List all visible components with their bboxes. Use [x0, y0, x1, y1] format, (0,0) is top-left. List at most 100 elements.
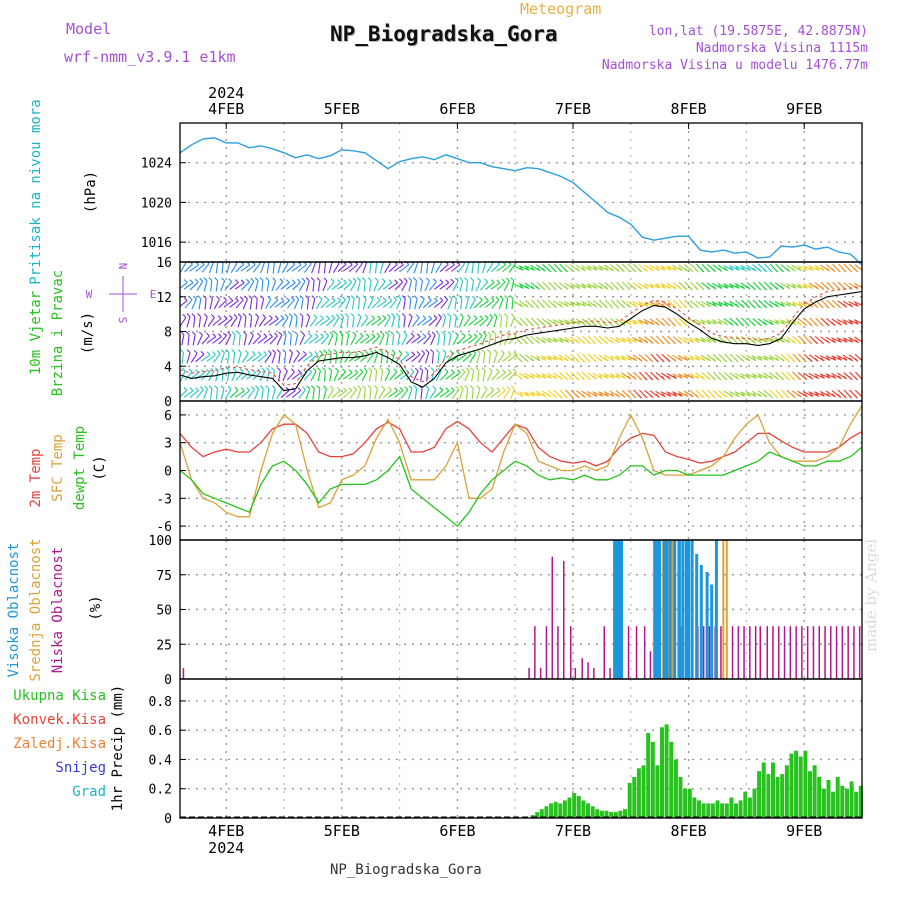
cloud-bar-low_cloud: [853, 626, 855, 679]
wind-barb: [394, 281, 404, 291]
wind-barb-flag: [458, 295, 463, 299]
cloud-ylabel: (%): [88, 595, 104, 620]
pressure-ytick-label: 1024: [141, 157, 172, 172]
wind-barb: [779, 301, 791, 307]
wind-barb-flag: [559, 375, 563, 380]
wind-barb: [437, 334, 441, 346]
wind-barb: [209, 298, 213, 310]
cloud-bar-low_cloud: [551, 556, 553, 679]
wind-barb-flag: [638, 357, 643, 362]
wind-barb: [223, 317, 233, 327]
wind-barb-flag: [717, 376, 722, 381]
wind-barb-flag: [306, 313, 311, 318]
wind-barb-flag: [774, 268, 779, 273]
wind-barb-flag: [393, 368, 398, 373]
wind-barb-flag: [390, 331, 394, 335]
precip-bar: [812, 765, 817, 818]
wind-barb-flag: [843, 375, 847, 380]
precip-bar: [604, 810, 609, 818]
wind-barb: [482, 352, 486, 364]
wind-barb-flag: [531, 375, 535, 379]
wind-barb: [282, 370, 288, 382]
wind-barb: [465, 298, 469, 310]
wind-barb-flag: [288, 313, 293, 318]
wind-barb: [201, 263, 210, 273]
wind-barb: [831, 337, 842, 343]
wind-barb-flag: [860, 267, 862, 271]
wind-barb-flag: [434, 297, 438, 302]
wind-barb-flag: [318, 295, 323, 300]
wind-barb: [848, 301, 859, 307]
wind-barb-flag: [587, 321, 592, 326]
wind-barb: [316, 298, 323, 310]
wind-barb: [303, 354, 313, 362]
wind-barb-flag: [746, 340, 750, 345]
wind-barb-flag: [470, 367, 475, 371]
wind-barb: [751, 373, 763, 379]
wind-barb: [797, 265, 808, 271]
wind-barb: [762, 337, 774, 343]
wind-barb-flag: [191, 331, 196, 335]
wind-barb: [286, 299, 295, 309]
wind-barb-flag: [559, 357, 564, 361]
wind-barb: [654, 265, 666, 271]
wind-barb-flag: [424, 367, 429, 371]
wind-barb-flag: [299, 313, 304, 317]
wind-barb: [221, 262, 224, 274]
wind-barb-flag: [673, 266, 677, 271]
wind-barb-flag: [195, 387, 199, 391]
wind-barb-flag: [695, 375, 700, 380]
wind-barb-flag: [337, 297, 341, 301]
wind-barb: [371, 335, 381, 345]
wind-barb-flag: [468, 333, 472, 338]
wind-barb: [183, 282, 194, 290]
wind-barb: [728, 283, 740, 289]
wind-barb: [476, 352, 481, 364]
wind-barb-flag: [717, 358, 722, 363]
wind-barb-flag: [510, 385, 515, 390]
wind-barb-flag: [211, 314, 215, 318]
wind-barb: [399, 264, 410, 272]
wind-barb: [349, 389, 358, 399]
wind-barb-flag: [605, 374, 609, 379]
wind-barb-flag: [367, 277, 372, 281]
wind-barb: [258, 317, 267, 327]
wind-barb-flag: [183, 297, 188, 302]
wind-barb: [785, 283, 797, 289]
wind-barb: [751, 355, 763, 361]
wind-barb-flag: [223, 296, 227, 301]
wind-barb-flag: [388, 297, 393, 301]
wind-barb: [430, 334, 436, 346]
wind-barb-flag: [598, 358, 603, 362]
wind-barb: [406, 335, 415, 345]
wind-barb: [768, 337, 780, 343]
wind-barb-flag: [297, 387, 302, 391]
wind-barb: [271, 388, 276, 400]
wind-barb-flag: [712, 339, 717, 343]
wind-barb-flag: [673, 375, 677, 379]
wind-barb: [734, 265, 746, 271]
wind-barb-flag: [655, 340, 659, 345]
wind-barb: [310, 370, 317, 382]
wind-barb: [201, 335, 210, 345]
wind-barb: [377, 281, 386, 291]
temp-line-sfc_temp: [179, 405, 863, 518]
wind-barb: [186, 316, 191, 328]
wind-barb-flag: [815, 266, 820, 271]
precip-bar: [549, 803, 554, 818]
wind-barb: [412, 370, 419, 382]
wind-barb-flag: [752, 267, 757, 272]
wind-barb: [342, 372, 353, 380]
wind-barb-flag: [565, 338, 569, 343]
wind-barb-flag: [411, 351, 416, 356]
wind-barb-flag: [706, 376, 711, 380]
wind-barb-flag: [500, 350, 505, 354]
wind-barb: [312, 280, 315, 292]
wind-barb: [491, 371, 500, 381]
wind-barb-flag: [280, 314, 284, 319]
wind-barb-flag: [639, 320, 643, 325]
wind-barb-flag: [615, 286, 619, 291]
wind-barb-flag: [541, 322, 546, 327]
wind-barb: [241, 281, 250, 291]
wind-barb: [609, 355, 621, 361]
